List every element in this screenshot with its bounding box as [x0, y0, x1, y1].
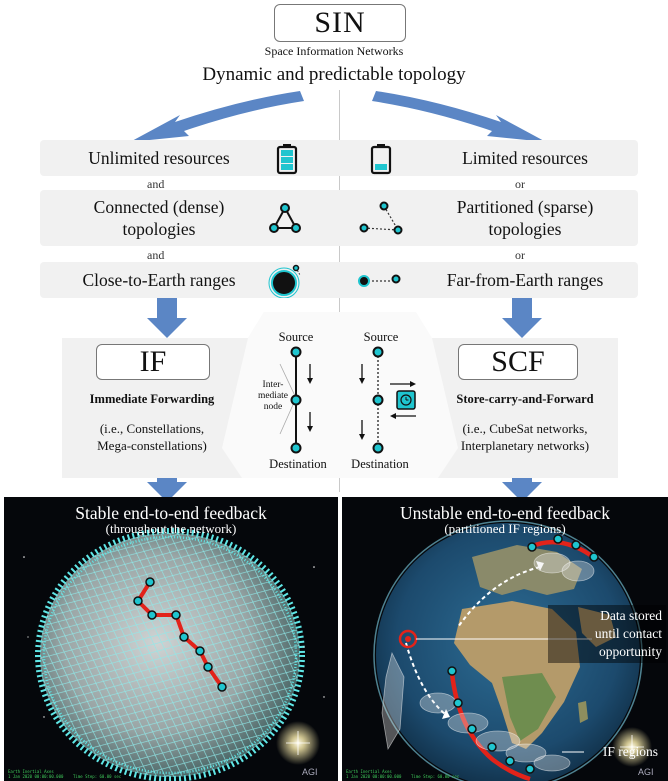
- band-ranges: [40, 262, 638, 298]
- band-topologies: [40, 190, 638, 246]
- cond-unlimited-resources: Unlimited resources: [88, 148, 230, 168]
- scf-source-label: Source: [363, 330, 399, 344]
- left-image-title: Stable end-to-end feedback: [75, 503, 267, 523]
- scf-examples: (i.e., CubeSat networks, Interplanetary …: [460, 421, 590, 453]
- sin-subtitle: Space Information Networks: [264, 44, 404, 58]
- right-image-title: Unstable end-to-end feedback: [400, 503, 610, 523]
- left-agi-logo: AGI: [302, 767, 318, 777]
- scf-acronym-box: SCF: [458, 344, 578, 380]
- right-image-subtitle: (partitioned IF regions): [444, 521, 566, 536]
- cond-connected-topologies: Connected (dense) topologies: [93, 197, 225, 239]
- constellation-image: Stable end-to-end feedback (throughout t…: [4, 497, 338, 781]
- triangle-graph-icon: [269, 203, 301, 233]
- earth-image: Unstable end-to-end feedback (partitione…: [342, 497, 668, 781]
- right-corner-text: Earth Inertial Axes 1 Jan 2020 00:00:00.…: [346, 769, 460, 779]
- scf-name: Store-carry-and-Forward: [456, 392, 594, 406]
- topology-heading: Dynamic and predictable topology: [202, 64, 466, 85]
- earth-far-icon: [358, 274, 401, 287]
- if-name: Immediate Forwarding: [89, 392, 215, 406]
- madagascar: [578, 701, 588, 723]
- battery-low-icon: [370, 144, 392, 175]
- conj-and-1: and: [147, 177, 165, 191]
- if-acronym-box: IF: [96, 344, 210, 380]
- arabia-landmass: [578, 607, 616, 647]
- scf-destination-label: Destination: [351, 457, 409, 471]
- battery-full-icon: [276, 144, 298, 175]
- europe-landmass: [472, 545, 582, 595]
- right-agi-logo: AGI: [638, 767, 654, 777]
- split-arrow-left: [130, 91, 304, 142]
- data-stored-annotation: Data stored until contact opportunity: [548, 605, 666, 663]
- africa-landmass: [454, 601, 580, 749]
- earth-close-icon: [268, 264, 301, 298]
- cond-far-from-earth: Far-from-Earth ranges: [446, 270, 604, 290]
- if-source-label: Source: [278, 330, 314, 344]
- if-regions-annotation: IF regions: [602, 744, 658, 759]
- left-image-subtitle: (throughout the network): [105, 521, 237, 536]
- constellation-globe: [23, 528, 325, 781]
- conj-and-2: and: [147, 248, 165, 262]
- down-arrow-left-1: [147, 298, 187, 338]
- if-examples: (i.e., Constellations, Mega-constellatio…: [97, 421, 207, 453]
- scf-path-inset: [340, 312, 458, 478]
- split-arrow-right: [372, 91, 546, 142]
- conj-or-2: or: [515, 248, 525, 262]
- cond-close-to-earth: Close-to-Earth ranges: [82, 270, 236, 290]
- if-path-inset: [222, 312, 340, 478]
- cond-partitioned-topologies: Partitioned (sparse) topologies: [456, 197, 594, 239]
- africa-south: [502, 673, 556, 741]
- left-corner-text: Earth Inertial Axes 1 Jan 2020 00:00:00.…: [8, 769, 122, 779]
- cond-limited-resources: Limited resources: [462, 148, 588, 168]
- earth-globe: [373, 520, 652, 781]
- down-arrow-right-1: [502, 298, 542, 338]
- sin-title-box: SIN: [274, 4, 406, 42]
- if-destination-label: Destination: [269, 457, 327, 471]
- band-resources: [40, 140, 638, 176]
- partitioned-graph-icon: [359, 201, 403, 235]
- conj-or-1: or: [515, 177, 525, 191]
- if-intermediate-label: Inter- mediate node: [257, 380, 289, 412]
